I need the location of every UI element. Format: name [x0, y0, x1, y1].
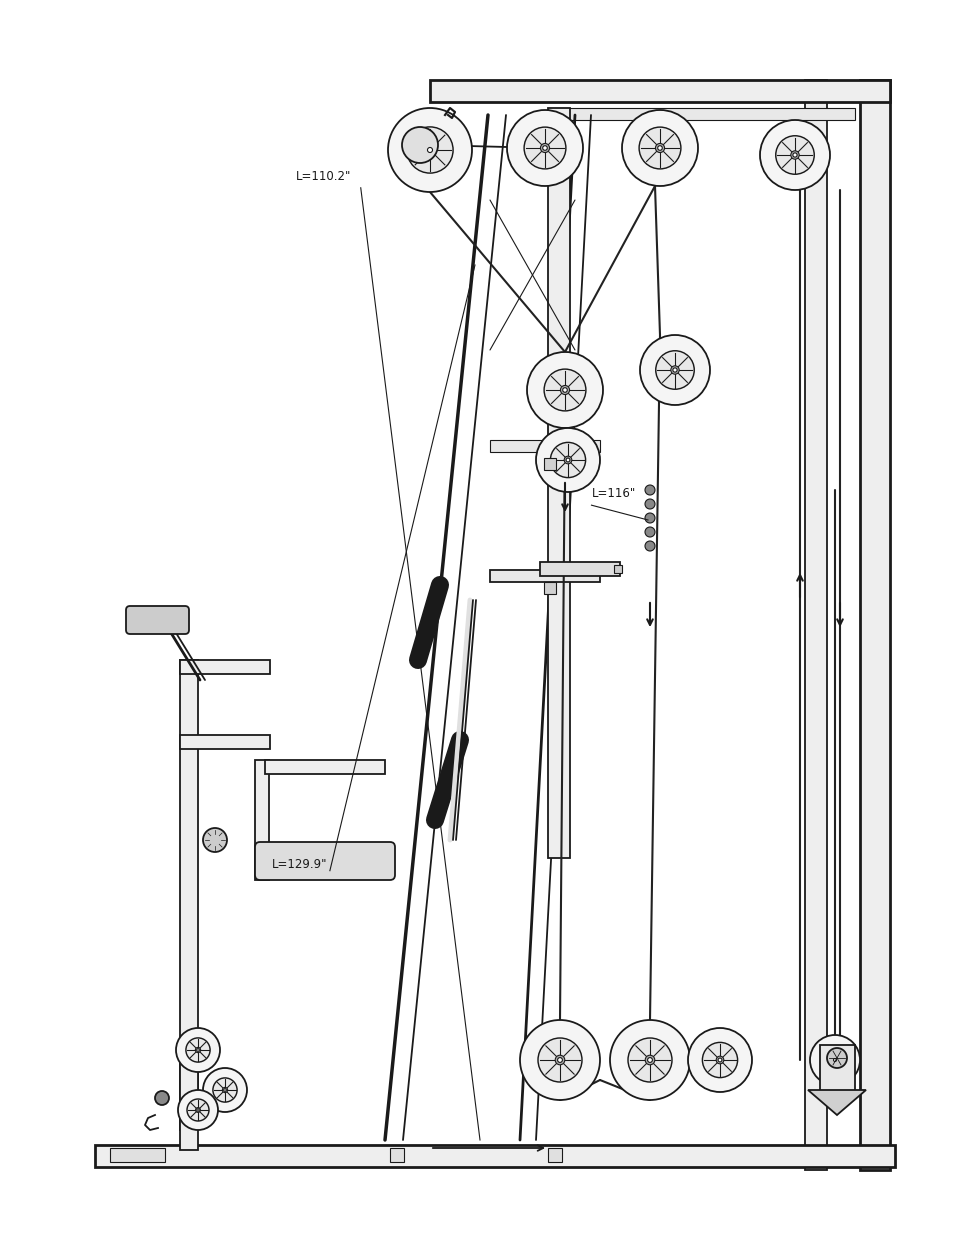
Circle shape	[222, 1087, 228, 1093]
Circle shape	[792, 153, 797, 157]
Circle shape	[195, 1108, 200, 1113]
FancyBboxPatch shape	[126, 606, 189, 634]
Circle shape	[701, 1042, 737, 1078]
Circle shape	[687, 1028, 751, 1092]
Circle shape	[644, 499, 655, 509]
Circle shape	[175, 1028, 220, 1072]
Circle shape	[559, 385, 569, 394]
Circle shape	[716, 1056, 723, 1063]
Circle shape	[401, 127, 437, 163]
Circle shape	[539, 143, 549, 153]
Circle shape	[223, 1089, 226, 1092]
Circle shape	[407, 127, 453, 173]
Circle shape	[790, 151, 799, 159]
Circle shape	[821, 1046, 848, 1073]
Circle shape	[609, 1020, 689, 1100]
Circle shape	[655, 351, 694, 389]
Circle shape	[195, 1047, 200, 1052]
Circle shape	[557, 1057, 562, 1062]
Bar	[180, 735, 270, 748]
Bar	[110, 1149, 165, 1162]
Circle shape	[154, 1091, 169, 1105]
Circle shape	[543, 369, 585, 411]
Circle shape	[213, 1078, 237, 1102]
FancyBboxPatch shape	[254, 842, 395, 881]
Circle shape	[526, 352, 602, 429]
Circle shape	[187, 1099, 209, 1121]
Bar	[265, 760, 385, 774]
Circle shape	[536, 429, 599, 492]
Polygon shape	[807, 1091, 865, 1115]
Bar	[547, 1149, 561, 1162]
Circle shape	[388, 107, 472, 191]
Circle shape	[670, 366, 679, 374]
Circle shape	[833, 1058, 836, 1062]
Text: L=116": L=116"	[591, 487, 635, 500]
Circle shape	[550, 442, 585, 478]
Bar	[543, 582, 556, 594]
Circle shape	[424, 144, 435, 156]
Bar	[390, 1149, 403, 1162]
Circle shape	[196, 1049, 199, 1051]
Circle shape	[657, 146, 661, 151]
Circle shape	[427, 147, 432, 152]
Bar	[859, 80, 889, 1170]
Bar	[490, 571, 599, 582]
Bar	[254, 760, 269, 881]
Bar	[180, 659, 270, 674]
Circle shape	[760, 120, 829, 190]
Circle shape	[809, 1035, 859, 1086]
Circle shape	[523, 127, 565, 169]
Circle shape	[826, 1049, 846, 1068]
Circle shape	[644, 527, 655, 537]
Bar	[490, 440, 599, 452]
Circle shape	[644, 1055, 654, 1065]
Circle shape	[644, 513, 655, 522]
Circle shape	[718, 1058, 721, 1062]
Circle shape	[621, 110, 698, 186]
Text: L=110.2": L=110.2"	[295, 169, 351, 183]
Circle shape	[647, 1057, 652, 1062]
Circle shape	[775, 136, 814, 174]
Circle shape	[562, 388, 567, 393]
Circle shape	[542, 146, 547, 151]
Circle shape	[563, 456, 571, 464]
Bar	[95, 1145, 894, 1167]
Bar	[547, 107, 569, 858]
Circle shape	[203, 1068, 247, 1112]
Circle shape	[203, 827, 227, 852]
Bar	[180, 659, 198, 1130]
Bar	[555, 107, 854, 120]
Bar	[543, 458, 556, 471]
Circle shape	[672, 368, 677, 372]
Bar	[614, 564, 621, 573]
Circle shape	[565, 458, 569, 462]
Bar	[430, 80, 889, 103]
Text: L=129.9": L=129.9"	[272, 857, 327, 871]
Bar	[804, 80, 826, 1170]
Circle shape	[555, 1055, 564, 1065]
Circle shape	[655, 143, 664, 153]
Bar	[180, 1050, 198, 1150]
Circle shape	[196, 1109, 199, 1112]
Circle shape	[831, 1057, 837, 1063]
Bar	[820, 1045, 854, 1095]
Circle shape	[186, 1037, 210, 1062]
Circle shape	[639, 335, 709, 405]
Circle shape	[627, 1037, 671, 1082]
Circle shape	[506, 110, 582, 186]
Bar	[539, 562, 619, 576]
Circle shape	[519, 1020, 599, 1100]
Circle shape	[644, 541, 655, 551]
Circle shape	[639, 127, 680, 169]
Circle shape	[644, 485, 655, 495]
Circle shape	[537, 1037, 581, 1082]
Circle shape	[178, 1091, 218, 1130]
